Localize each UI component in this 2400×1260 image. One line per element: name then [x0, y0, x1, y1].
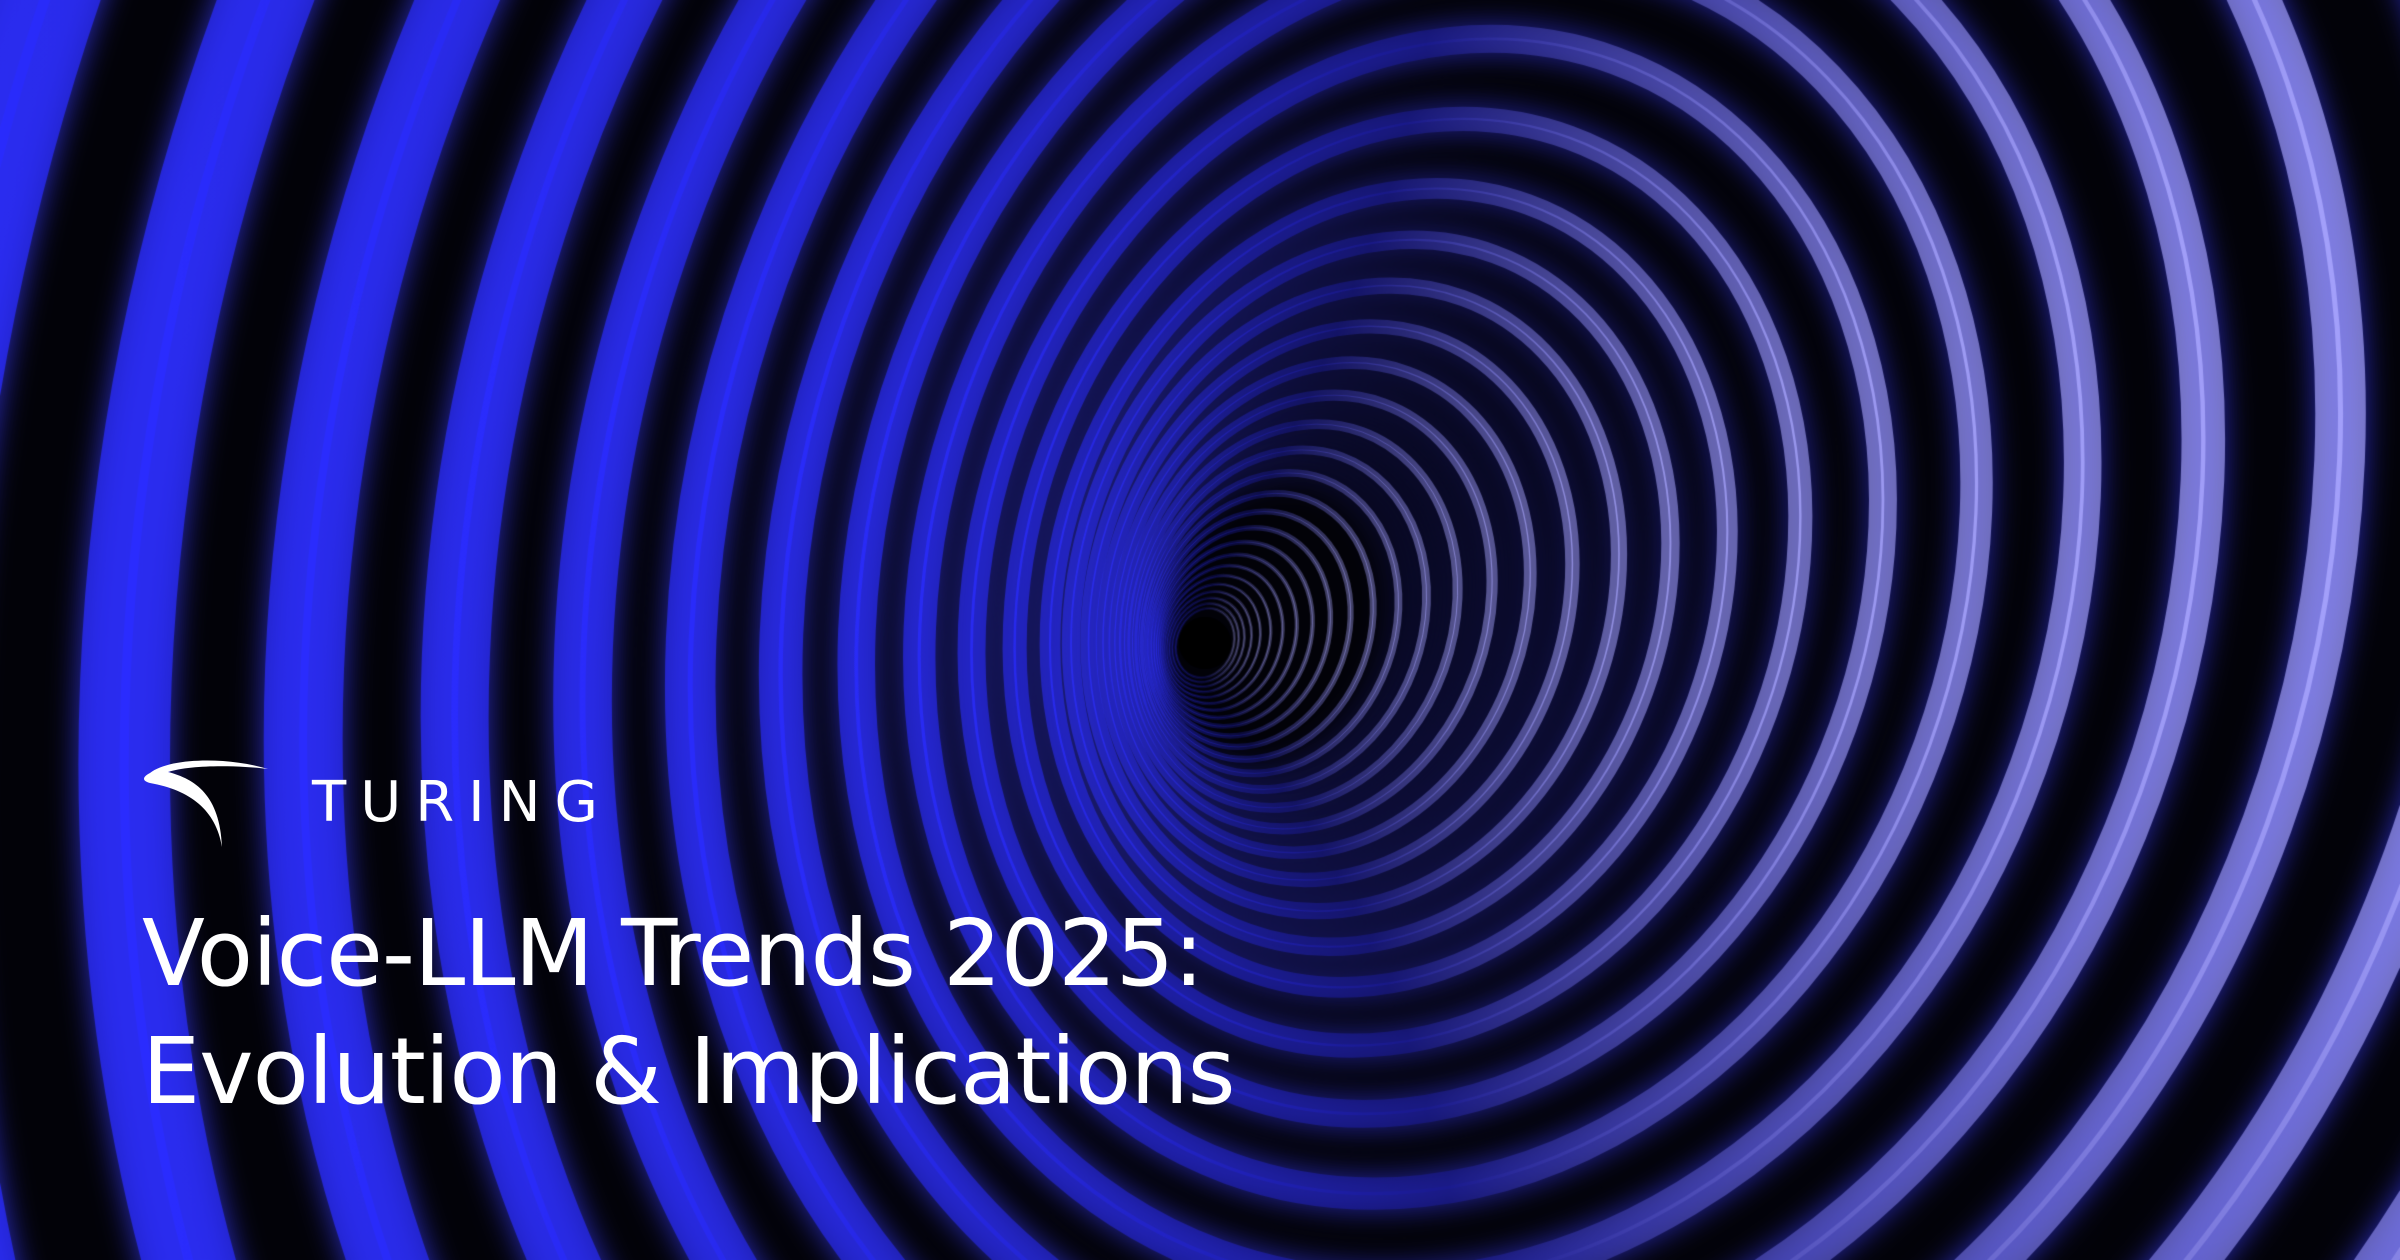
turing-swoosh-icon — [144, 760, 268, 847]
title-line-2: Evolution & Implications — [142, 1018, 1236, 1125]
turing-logo: TURING — [140, 755, 612, 850]
page-title: Voice-LLM Trends 2025: Evolution & Impli… — [142, 895, 1236, 1131]
brand-name: TURING — [312, 769, 612, 835]
title-line-1: Voice-LLM Trends 2025: — [142, 900, 1204, 1007]
